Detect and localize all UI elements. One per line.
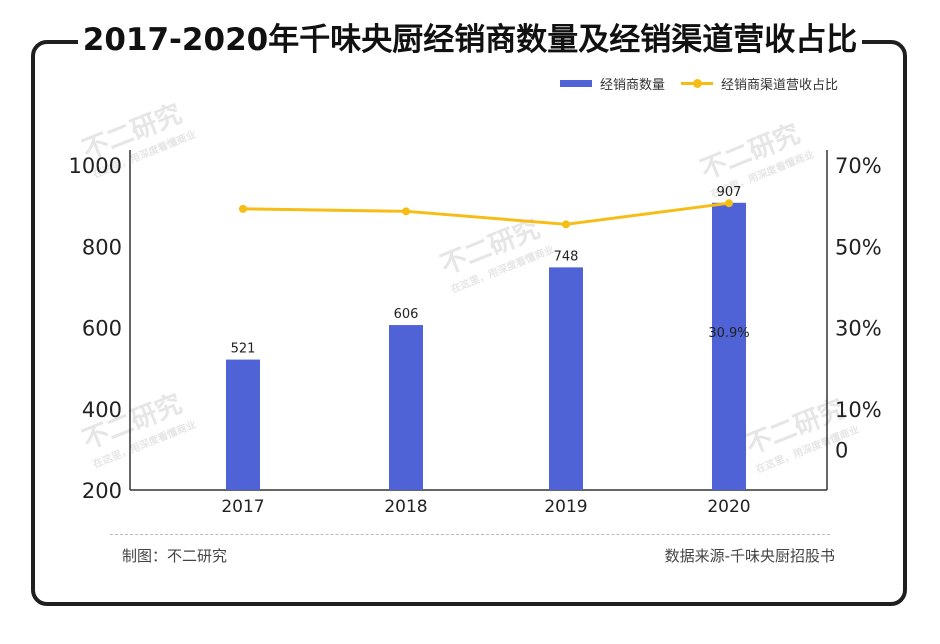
left-tick-label: 1000 [69, 154, 122, 178]
right-tick-label: 30% [835, 317, 882, 341]
data-source: 数据来源-千味央厨招股书 [664, 547, 835, 565]
legend-label-line: 经销商渠道营收占比 [721, 78, 839, 93]
line-point [402, 207, 410, 216]
line-point [725, 199, 733, 208]
bar [549, 267, 583, 490]
x-tick-label: 2018 [384, 497, 427, 517]
left-tick-label: 800 [82, 235, 122, 259]
right-tick-label: 0 [835, 438, 848, 462]
bar-value-label: 521 [231, 342, 256, 357]
left-tick-label: 400 [82, 398, 122, 422]
bar-value-label: 907 [717, 185, 742, 200]
legend-swatch-bar [560, 80, 592, 87]
line-series [242, 201, 730, 226]
x-tick-label: 2020 [707, 497, 750, 517]
right-tick-label: 50% [835, 235, 882, 259]
legend-item-line: 经销商渠道营收占比 [681, 74, 838, 93]
chart-legend: 经销商数量 经销商渠道营收占比 [560, 74, 854, 93]
bar [226, 359, 260, 490]
legend-label-bar: 经销商数量 [600, 78, 666, 93]
footer-divider [110, 534, 830, 535]
legend-swatch-line [681, 79, 714, 88]
line-point [562, 220, 570, 229]
bar-value-label: 606 [394, 307, 419, 322]
right-tick-label: 70% [835, 154, 882, 178]
annotation-label: 30.9% [708, 326, 749, 341]
left-tick-label: 600 [82, 317, 122, 341]
bar [389, 325, 423, 490]
x-tick-label: 2019 [544, 497, 587, 517]
chart-title: 2017-2020年千味央厨经销商数量及经销渠道营收占比 [78, 18, 862, 62]
bar [712, 202, 746, 490]
legend-item-bar: 经销商数量 [560, 74, 665, 93]
x-tick-label: 2017 [221, 497, 264, 517]
right-tick-label: 10% [835, 398, 882, 422]
bar-value-label: 748 [554, 249, 579, 264]
line-point [239, 204, 247, 213]
chart-maker: 制图：不二研究 [122, 547, 228, 565]
left-tick-label: 200 [82, 479, 122, 503]
